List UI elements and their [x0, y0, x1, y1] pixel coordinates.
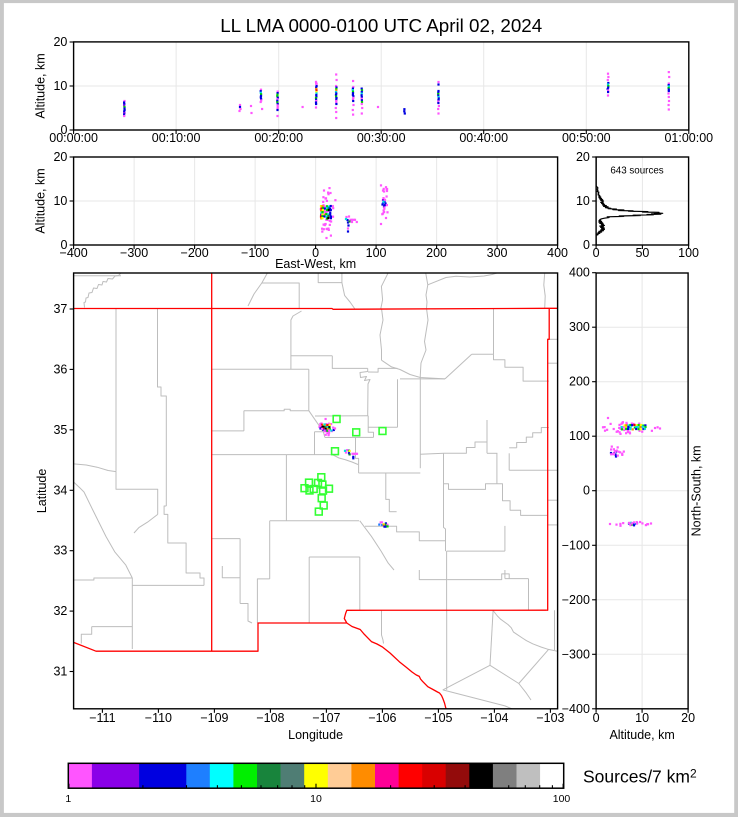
svg-text:0: 0 — [583, 484, 590, 498]
svg-text:20: 20 — [681, 711, 695, 725]
svg-text:East-West, km: East-West, km — [275, 257, 356, 271]
svg-text:200: 200 — [426, 246, 447, 260]
svg-text:100: 100 — [366, 246, 387, 260]
svg-text:20: 20 — [576, 150, 590, 164]
svg-text:36: 36 — [53, 362, 67, 376]
svg-text:200: 200 — [569, 375, 590, 389]
svg-text:100: 100 — [553, 793, 571, 805]
svg-text:00:20:00: 00:20:00 — [254, 131, 303, 145]
svg-text:10: 10 — [53, 79, 67, 93]
svg-text:400: 400 — [547, 246, 568, 260]
svg-text:33: 33 — [53, 544, 67, 558]
svg-text:−400: −400 — [562, 702, 590, 716]
svg-text:37: 37 — [53, 302, 67, 316]
svg-text:0: 0 — [312, 246, 319, 260]
svg-text:300: 300 — [569, 320, 590, 334]
svg-text:00:40:00: 00:40:00 — [459, 131, 508, 145]
svg-text:−105: −105 — [424, 711, 452, 725]
svg-text:−106: −106 — [368, 711, 396, 725]
svg-text:50: 50 — [635, 246, 649, 260]
svg-text:−200: −200 — [562, 593, 590, 607]
svg-text:01:00:00: 01:00:00 — [664, 131, 713, 145]
svg-text:0: 0 — [583, 238, 590, 252]
svg-text:10: 10 — [576, 194, 590, 208]
svg-text:35: 35 — [53, 423, 67, 437]
svg-text:100: 100 — [678, 246, 699, 260]
svg-text:00:10:00: 00:10:00 — [152, 131, 201, 145]
svg-text:−100: −100 — [562, 538, 590, 552]
svg-text:32: 32 — [53, 604, 67, 618]
svg-text:31: 31 — [53, 665, 67, 679]
svg-text:North-South, km: North-South, km — [690, 445, 704, 536]
svg-text:400: 400 — [569, 266, 590, 280]
svg-text:−109: −109 — [200, 711, 228, 725]
svg-text:20: 20 — [53, 150, 67, 164]
svg-text:−107: −107 — [312, 711, 340, 725]
svg-text:300: 300 — [487, 246, 508, 260]
svg-text:−200: −200 — [181, 246, 209, 260]
svg-text:Altitude, km: Altitude, km — [609, 728, 674, 742]
svg-text:10: 10 — [635, 711, 649, 725]
svg-text:0: 0 — [593, 711, 600, 725]
svg-text:−104: −104 — [480, 711, 508, 725]
svg-text:−100: −100 — [241, 246, 269, 260]
svg-text:−108: −108 — [256, 711, 284, 725]
svg-text:Longitude: Longitude — [288, 728, 343, 742]
svg-text:−111: −111 — [89, 711, 115, 725]
svg-text:0: 0 — [593, 246, 600, 260]
svg-text:10: 10 — [53, 194, 67, 208]
svg-text:Sources/7 km2: Sources/7 km2 — [583, 767, 697, 787]
svg-text:Altitude, km: Altitude, km — [34, 168, 48, 233]
svg-text:−400: −400 — [60, 246, 88, 260]
svg-text:0: 0 — [60, 238, 67, 252]
svg-text:643 sources: 643 sources — [610, 166, 663, 177]
svg-text:00:30:00: 00:30:00 — [357, 131, 406, 145]
svg-text:Altitude, km: Altitude, km — [34, 53, 48, 118]
svg-text:−300: −300 — [120, 246, 148, 260]
svg-text:Latitude: Latitude — [35, 469, 49, 514]
svg-text:00:50:00: 00:50:00 — [562, 131, 611, 145]
svg-text:34: 34 — [53, 483, 67, 497]
svg-text:20: 20 — [53, 35, 67, 49]
svg-text:LL LMA 0000-0100 UTC April 02,: LL LMA 0000-0100 UTC April 02, 2024 — [220, 15, 542, 36]
svg-text:−103: −103 — [536, 711, 564, 725]
svg-text:100: 100 — [569, 429, 590, 443]
svg-text:−110: −110 — [145, 711, 172, 725]
svg-text:0: 0 — [60, 123, 67, 137]
svg-text:00:00:00: 00:00:00 — [49, 131, 98, 145]
svg-text:1: 1 — [65, 793, 71, 805]
svg-text:−300: −300 — [562, 647, 590, 661]
svg-text:10: 10 — [310, 793, 322, 805]
